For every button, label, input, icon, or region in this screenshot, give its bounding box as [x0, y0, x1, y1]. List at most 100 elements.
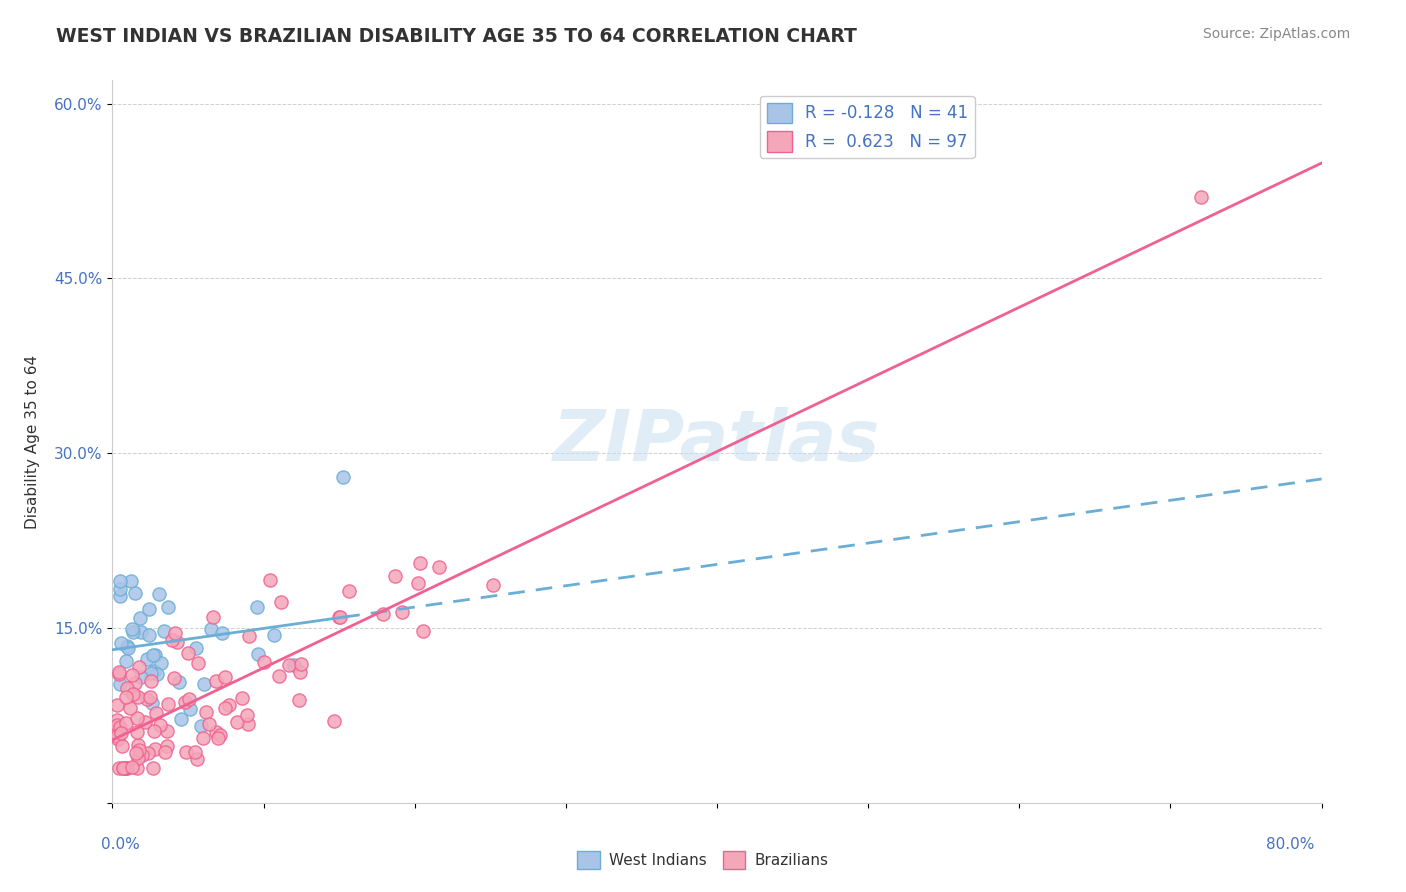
Point	[115, 639, 138, 653]
Text: Source: ZipAtlas.com: Source: ZipAtlas.com	[1202, 27, 1350, 41]
Point	[169, 674, 191, 689]
Point	[384, 569, 406, 583]
Point	[165, 626, 187, 640]
Point	[193, 677, 215, 691]
Point	[143, 648, 166, 662]
Point	[253, 656, 276, 670]
Point	[288, 693, 311, 707]
Point	[107, 667, 129, 681]
Point	[127, 725, 149, 739]
Point	[337, 584, 360, 599]
Point	[290, 665, 312, 679]
Point	[148, 587, 170, 601]
Point	[160, 633, 183, 648]
Point	[157, 697, 180, 711]
Point	[149, 657, 172, 671]
Point	[408, 575, 430, 590]
Point	[177, 646, 200, 660]
Point	[136, 691, 159, 706]
Point	[329, 610, 352, 624]
Point	[191, 731, 214, 746]
Point	[139, 690, 162, 705]
Point	[323, 714, 346, 728]
Point	[115, 690, 138, 704]
Text: WEST INDIAN VS BRAZILIAN DISABILITY AGE 35 TO 64 CORRELATION CHART: WEST INDIAN VS BRAZILIAN DISABILITY AGE …	[56, 27, 858, 45]
Point	[145, 706, 167, 721]
Point	[231, 690, 253, 705]
Point	[263, 628, 285, 642]
Point	[127, 690, 149, 705]
Point	[328, 609, 350, 624]
Point	[142, 723, 165, 738]
Point	[214, 670, 236, 684]
Point	[143, 664, 166, 678]
Point	[127, 751, 149, 765]
Point	[179, 702, 201, 716]
Point	[235, 708, 257, 723]
Point	[173, 695, 195, 709]
Point	[482, 578, 505, 592]
Point	[122, 687, 145, 701]
Point	[118, 701, 141, 715]
Point	[108, 582, 131, 597]
Point	[141, 674, 163, 689]
Point	[125, 746, 148, 760]
Point	[128, 743, 150, 757]
Legend: R = -0.128   N = 41, R =  0.623   N = 97: R = -0.128 N = 41, R = 0.623 N = 97	[761, 95, 974, 158]
Text: 0.0%: 0.0%	[101, 837, 141, 852]
Point	[111, 739, 134, 754]
Point	[134, 715, 156, 730]
Point	[105, 698, 128, 713]
Point	[194, 705, 217, 719]
Point	[114, 761, 136, 775]
Point	[156, 739, 179, 753]
Point	[409, 556, 432, 570]
Point	[427, 560, 450, 574]
Point	[146, 666, 169, 681]
Point	[412, 624, 434, 638]
Point	[187, 657, 209, 671]
Point	[246, 600, 269, 615]
Point	[129, 670, 152, 684]
Point	[124, 585, 146, 599]
Point	[201, 610, 224, 624]
Point	[205, 673, 228, 688]
Point	[105, 714, 128, 728]
Point	[218, 698, 240, 713]
Point	[121, 760, 143, 774]
Legend: West Indians, Brazilians: West Indians, Brazilians	[571, 845, 835, 875]
Point	[117, 681, 139, 696]
Point	[121, 668, 143, 682]
Point	[108, 574, 131, 589]
Point	[136, 652, 159, 666]
Point	[277, 658, 299, 673]
Point	[186, 641, 208, 656]
Point	[391, 605, 413, 619]
Text: ZIPatlas: ZIPatlas	[554, 407, 880, 476]
Point	[371, 607, 394, 622]
Text: 80.0%: 80.0%	[1267, 837, 1315, 852]
Point	[108, 589, 131, 603]
Point	[1189, 190, 1212, 204]
Point	[283, 657, 305, 672]
Point	[204, 725, 226, 739]
Point	[166, 635, 188, 649]
Point	[238, 629, 260, 643]
Point	[114, 715, 136, 730]
Point	[226, 715, 249, 730]
Point	[139, 666, 162, 681]
Point	[120, 574, 142, 589]
Point	[110, 635, 132, 649]
Point	[259, 573, 281, 587]
Point	[136, 746, 159, 760]
Point	[267, 669, 290, 683]
Point	[105, 722, 128, 736]
Point	[290, 657, 312, 671]
Point	[153, 624, 176, 639]
Point	[183, 745, 205, 759]
Point	[122, 625, 145, 640]
Point	[236, 717, 259, 731]
Point	[200, 622, 222, 636]
Point	[138, 628, 160, 642]
Point	[125, 711, 148, 725]
